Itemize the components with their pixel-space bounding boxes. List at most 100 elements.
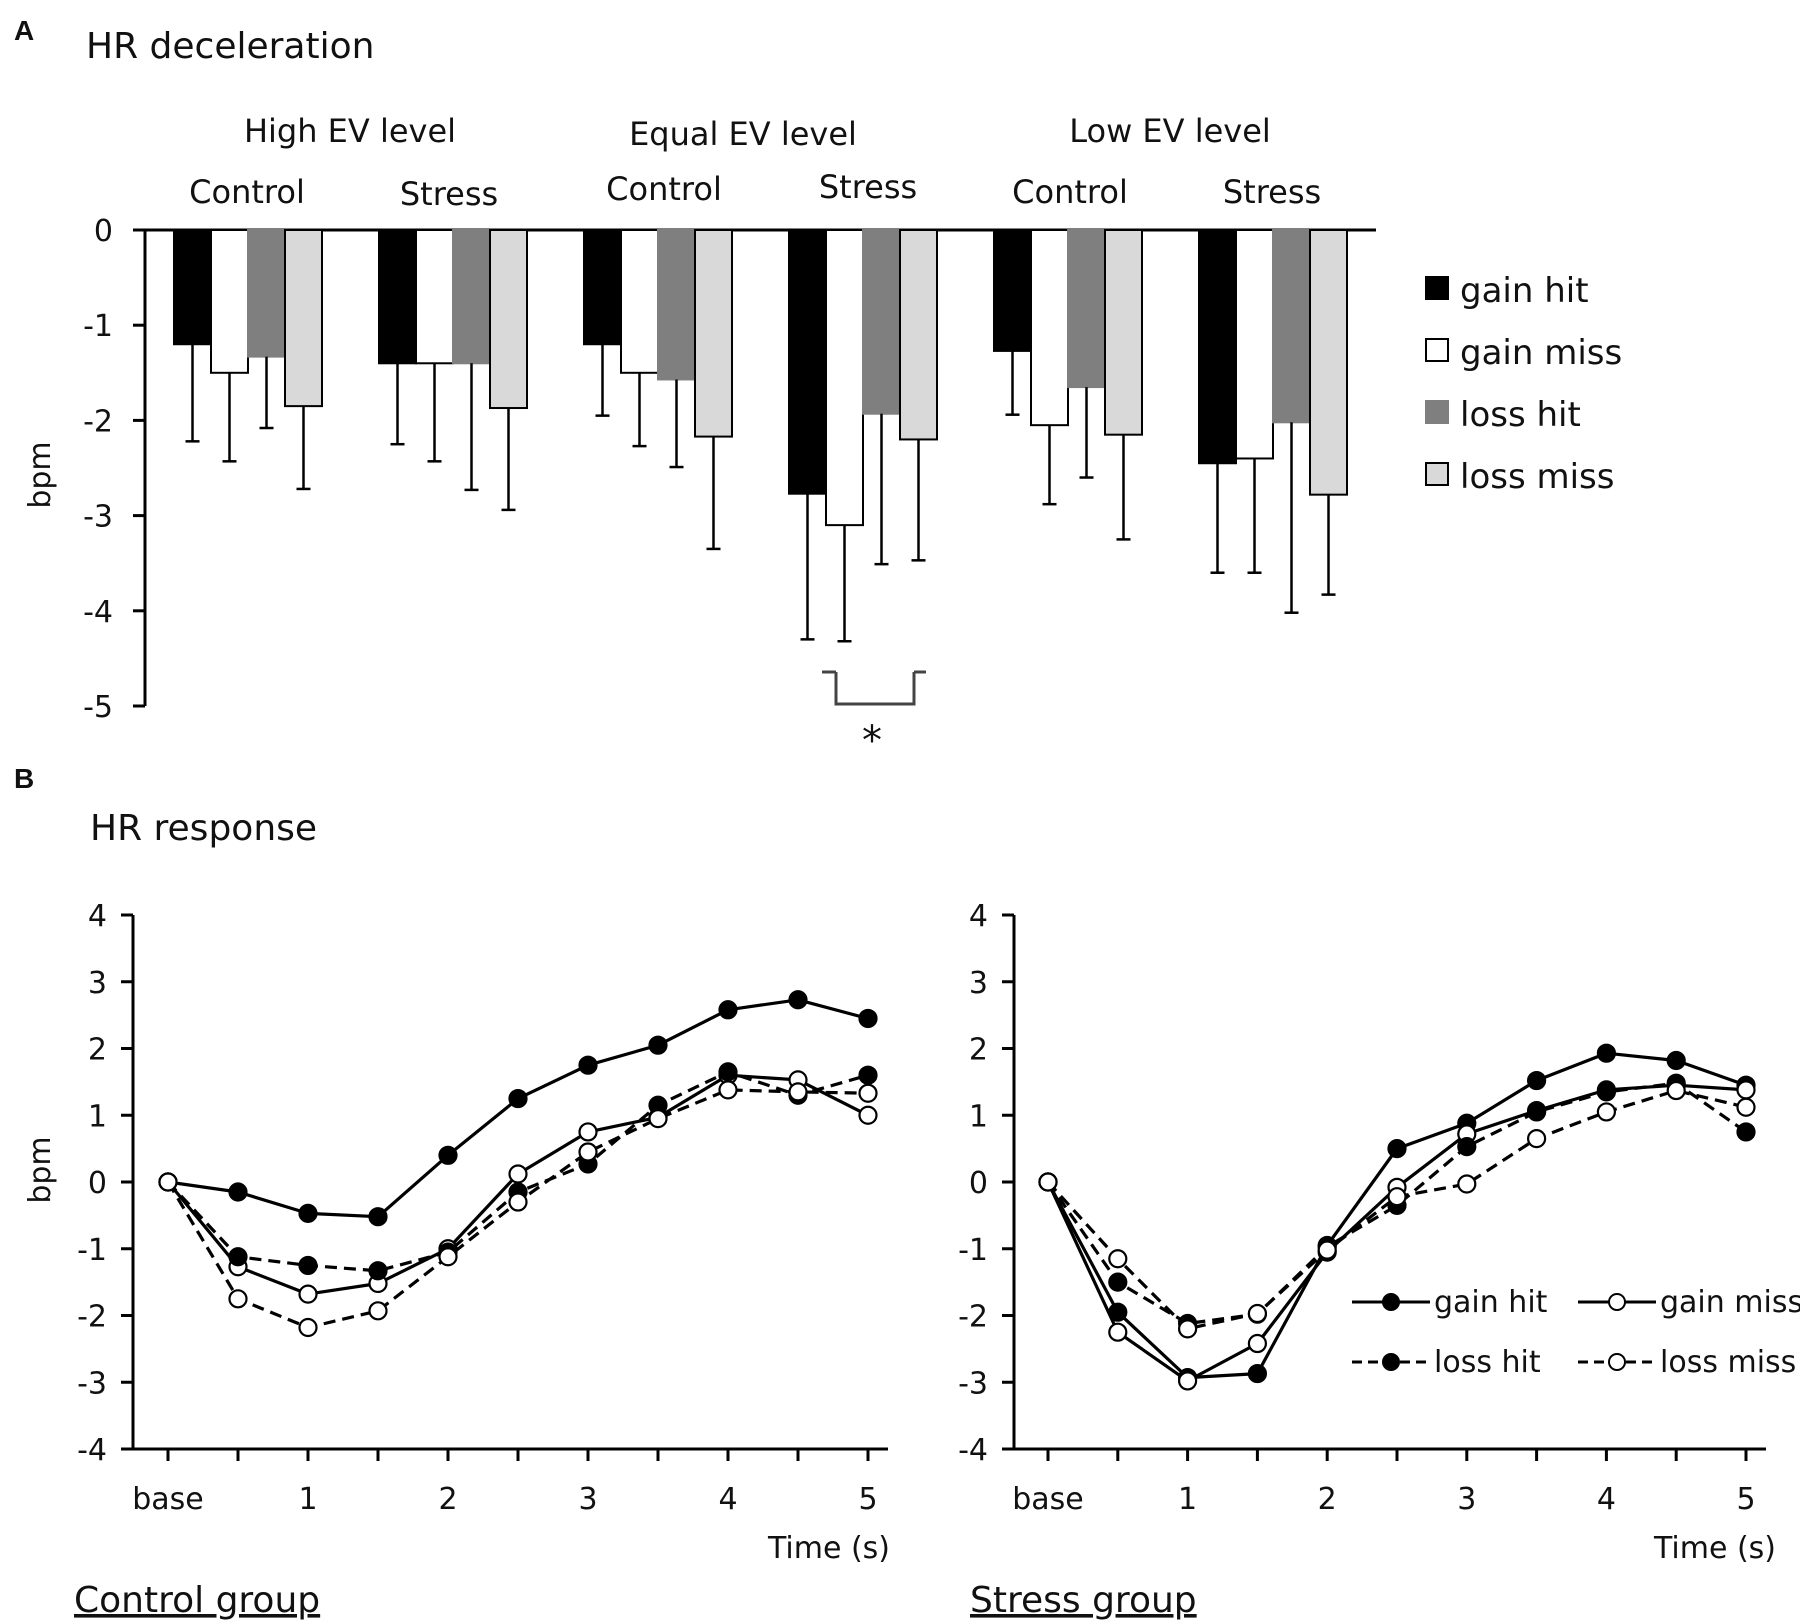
bar <box>694 229 733 438</box>
bar-y-tick-label: -1 <box>83 309 113 344</box>
legend-label-gain-hit: gain hit <box>1460 271 1589 311</box>
stress-xlabel: Time (s) <box>1653 1531 1776 1566</box>
data-point-gain-hit <box>1596 1043 1617 1063</box>
data-point-loss-miss <box>228 1289 248 1309</box>
data-point-gain-miss <box>858 1105 878 1125</box>
legend-swatch-gain-hit <box>1425 276 1449 300</box>
bar <box>1198 229 1237 465</box>
level-header-low: Low EV level <box>1069 112 1271 150</box>
data-point-gain-hit <box>788 990 808 1010</box>
line-y-tick-label: -2 <box>958 1300 988 1335</box>
legend-marker-loss-miss <box>1608 1353 1626 1371</box>
bar <box>788 229 827 495</box>
line-x-tick-label: 4 <box>1597 1482 1616 1517</box>
data-point-loss-hit <box>1736 1122 1756 1142</box>
bar <box>583 229 622 346</box>
control-group-label: Control group <box>74 1580 320 1621</box>
line-y-tick-label: -3 <box>958 1366 988 1401</box>
data-point-loss-miss <box>1108 1249 1128 1269</box>
legend-marker-gain-miss <box>1608 1293 1626 1311</box>
data-point-loss-hit <box>368 1261 388 1281</box>
bar <box>173 229 212 346</box>
data-point-loss-miss <box>858 1083 878 1103</box>
bar <box>1309 229 1348 496</box>
line-y-tick-label: -2 <box>77 1300 107 1335</box>
data-point-loss-miss <box>718 1080 738 1100</box>
bar-y-tick-label: 0 <box>94 214 113 249</box>
data-point-gain-hit <box>858 1008 878 1029</box>
bar-legend: gain hit gain miss loss hit loss miss <box>1425 271 1622 497</box>
bar <box>378 229 417 365</box>
line-y-tick-label: 2 <box>969 1033 988 1068</box>
data-point-gain-hit <box>228 1182 248 1202</box>
line-x-tick-label: 5 <box>1736 1482 1755 1517</box>
bar-y-tick-label: -2 <box>83 404 113 439</box>
bar <box>1030 229 1069 427</box>
stress-group-label: Stress group <box>970 1580 1197 1621</box>
data-point-gain-hit <box>1108 1302 1128 1322</box>
line-y-tick-label: 1 <box>88 1099 107 1134</box>
series-line-gain-miss <box>1046 1083 1747 1383</box>
line-chart-ylabel: bpm <box>23 1136 58 1203</box>
data-point-gain-hit <box>508 1088 528 1109</box>
data-point-loss-miss <box>1526 1129 1547 1149</box>
stress-line-chart: 4 3 2 1 0 -1 -2 -3 -4 base 1 2 3 4 5 <box>958 899 1766 1517</box>
bar <box>620 229 659 374</box>
data-point-loss-miss <box>158 1172 178 1192</box>
line-y-tick-label: 0 <box>88 1166 107 1201</box>
data-point-loss-miss <box>788 1082 808 1102</box>
group-header-high-control: Control <box>189 173 305 211</box>
line-legend: gain hit gain miss loss hit loss miss <box>1352 1285 1800 1380</box>
bar-chart-title: HR deceleration <box>86 26 374 67</box>
bar-chart: 0 -1 -2 -3 -4 -5 <box>83 214 1376 725</box>
bar <box>452 229 491 365</box>
level-header-high: High EV level <box>244 112 456 150</box>
control-xlabel: Time (s) <box>767 1531 890 1566</box>
legend-text-loss-hit: loss hit <box>1434 1345 1541 1380</box>
line-x-tick-label: base <box>132 1482 204 1517</box>
line-chart-title: HR response <box>90 808 317 849</box>
legend-label-loss-miss: loss miss <box>1460 457 1614 497</box>
data-point-loss-miss <box>1457 1174 1477 1194</box>
data-point-gain-miss <box>1736 1080 1756 1100</box>
bar <box>993 229 1032 352</box>
line-y-tick-label: -3 <box>77 1366 107 1401</box>
data-point-loss-hit <box>1457 1137 1477 1157</box>
data-point-gain-hit <box>1526 1070 1547 1091</box>
data-point-loss-miss <box>1247 1303 1268 1324</box>
data-point-loss-miss <box>438 1247 458 1267</box>
group-header-high-stress: Stress <box>400 175 498 213</box>
line-x-tick-label: 1 <box>1178 1482 1197 1517</box>
panel-a-letter: A <box>14 15 34 46</box>
data-point-loss-miss <box>1177 1319 1198 1339</box>
bar-y-tick-label: -4 <box>83 595 113 630</box>
significance-star: * <box>862 718 882 764</box>
data-point-loss-miss <box>1596 1102 1617 1122</box>
line-x-tick-label: 1 <box>298 1482 317 1517</box>
line-y-tick-label: -1 <box>958 1233 988 1268</box>
data-point-loss-miss <box>1038 1172 1058 1192</box>
group-header-low-stress: Stress <box>1223 173 1321 211</box>
series-line-loss-hit <box>1046 1081 1747 1326</box>
data-point-gain-hit <box>718 1000 738 1020</box>
line-y-tick-label: 1 <box>969 1099 988 1134</box>
line-x-tick-label: 2 <box>1318 1482 1337 1517</box>
data-point-gain-miss <box>298 1284 318 1304</box>
data-point-gain-hit <box>1666 1050 1686 1071</box>
data-point-gain-hit <box>438 1145 458 1165</box>
control-line-chart: 4 3 2 1 0 -1 -2 -3 -4 base 1 2 3 4 5 <box>77 899 888 1517</box>
data-point-loss-miss <box>1317 1240 1337 1260</box>
line-y-tick-label: -4 <box>958 1433 988 1468</box>
data-point-loss-miss <box>298 1317 318 1338</box>
data-point-loss-miss <box>578 1142 598 1162</box>
data-point-gain-hit <box>1387 1139 1407 1159</box>
data-point-gain-miss <box>1247 1333 1268 1354</box>
data-point-loss-hit <box>858 1065 878 1085</box>
group-header-low-control: Control <box>1012 173 1128 211</box>
line-y-tick-label: 0 <box>969 1166 988 1201</box>
bar <box>825 229 864 527</box>
bar <box>862 229 901 415</box>
data-point-loss-miss <box>648 1108 668 1129</box>
legend-swatch-gain-miss <box>1425 338 1449 362</box>
